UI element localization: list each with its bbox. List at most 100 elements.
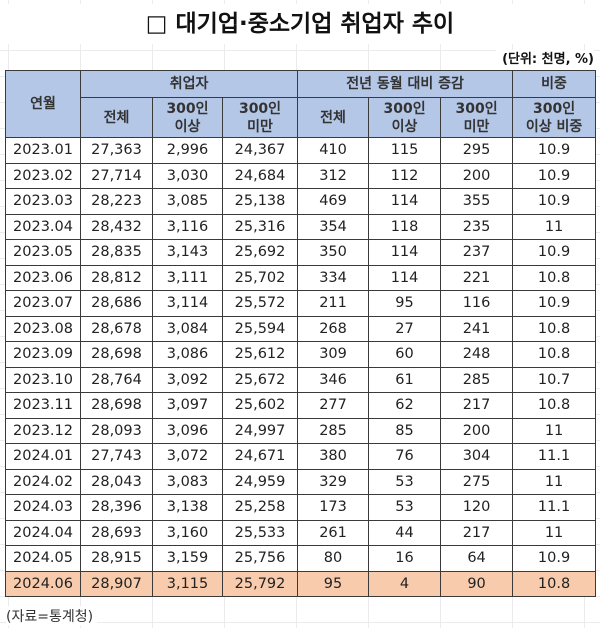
cell-chg-over300: 114 <box>368 188 442 215</box>
cell-total: 28,043 <box>80 468 153 495</box>
table-row: 2023.07 28,686 3,114 25,572 211 95 116 10.9 <box>5 290 597 317</box>
cell-chg-under300: 275 <box>440 468 514 495</box>
cell-under300: 25,258 <box>221 494 299 521</box>
header-chg-total: 전체 <box>297 97 370 138</box>
cell-under300: 24,959 <box>221 468 299 495</box>
cell-chg-total: 309 <box>297 341 370 368</box>
cell-chg-under300: 241 <box>440 315 514 342</box>
cell-over300: 2,996 <box>152 137 223 164</box>
table-row: 2023.08 28,678 3,084 25,594 268 27 241 10.8 <box>5 315 597 342</box>
cell-chg-under300: 304 <box>440 443 514 470</box>
cell-chg-over300: 85 <box>368 417 442 444</box>
cell-under300: 24,684 <box>221 162 299 189</box>
employment-table: 연월 취업자 전년 동월 대비 증감 비중 전체 300인 이상 300인 미만 전… <box>5 70 597 597</box>
unit-label: (단위: 천명, %) <box>496 50 594 70</box>
cell-chg-over300: 62 <box>368 392 442 419</box>
cell-share: 10.9 <box>512 188 597 215</box>
table-body: 2023.01 27,363 2,996 24,367 410 115 295 10.9 202… <box>5 137 597 597</box>
cell-total: 28,915 <box>80 545 153 572</box>
cell-over300: 3,143 <box>152 239 223 266</box>
cell-chg-over300: 115 <box>368 137 442 164</box>
cell-chg-over300: 95 <box>368 290 442 317</box>
table-row: 2023.03 28,223 3,085 25,138 469 114 355 10.9 <box>5 188 597 215</box>
cell-total: 28,812 <box>80 264 153 291</box>
source-note: (자료=통계청) <box>6 606 98 626</box>
cell-chg-over300: 53 <box>368 468 442 495</box>
header-group-change: 전년 동월 대비 증감 <box>297 70 514 98</box>
cell-over300: 3,072 <box>152 443 223 470</box>
header-month: 연월 <box>5 70 81 138</box>
cell-total: 28,907 <box>80 570 153 597</box>
cell-chg-total: 354 <box>297 213 370 240</box>
table-row: 2023.09 28,698 3,086 25,612 309 60 248 10.8 <box>5 341 597 368</box>
cell-chg-over300: 114 <box>368 239 442 266</box>
cell-chg-total: 346 <box>297 366 370 393</box>
cell-chg-total: 268 <box>297 315 370 342</box>
cell-month: 2023.05 <box>5 239 81 266</box>
cell-under300: 24,997 <box>221 417 299 444</box>
cell-month: 2023.09 <box>5 341 81 368</box>
cell-total: 28,698 <box>80 392 153 419</box>
cell-chg-total: 173 <box>297 494 370 521</box>
cell-month: 2023.08 <box>5 315 81 342</box>
table-row: 2024.01 27,743 3,072 24,671 380 76 304 11.1 <box>5 443 597 470</box>
cell-share: 10.8 <box>512 315 597 342</box>
cell-over300: 3,084 <box>152 315 223 342</box>
cell-month: 2023.07 <box>5 290 81 317</box>
cell-total: 28,678 <box>80 315 153 342</box>
header-group-employed: 취업자 <box>79 70 299 98</box>
cell-over300: 3,116 <box>152 213 223 240</box>
cell-month: 2023.02 <box>5 162 81 189</box>
table-row: 2023.06 28,812 3,111 25,702 334 114 221 10.8 <box>5 264 597 291</box>
cell-total: 28,223 <box>80 188 153 215</box>
cell-month: 2024.05 <box>5 545 81 572</box>
cell-under300: 25,594 <box>221 315 299 342</box>
table-row: 2023.11 28,698 3,097 25,602 277 62 217 10.8 <box>5 392 597 419</box>
cell-chg-under300: 237 <box>440 239 514 266</box>
cell-share: 10.8 <box>512 570 597 597</box>
cell-chg-over300: 118 <box>368 213 442 240</box>
cell-chg-under300: 120 <box>440 494 514 521</box>
table-row: 2023.01 27,363 2,996 24,367 410 115 295 10.9 <box>5 137 597 164</box>
cell-chg-under300: 64 <box>440 545 514 572</box>
table-row: 2023.10 28,764 3,092 25,672 346 61 285 10.7 <box>5 366 597 393</box>
cell-chg-under300: 285 <box>440 366 514 393</box>
cell-total: 27,714 <box>80 162 153 189</box>
cell-chg-under300: 217 <box>440 519 514 546</box>
cell-chg-total: 80 <box>297 545 370 572</box>
cell-month: 2023.04 <box>5 213 81 240</box>
header-total: 전체 <box>80 97 153 138</box>
cell-chg-total: 95 <box>297 570 370 597</box>
cell-over300: 3,097 <box>152 392 223 419</box>
cell-chg-total: 261 <box>297 519 370 546</box>
cell-total: 28,396 <box>80 494 153 521</box>
cell-chg-under300: 217 <box>440 392 514 419</box>
cell-under300: 25,533 <box>221 519 299 546</box>
cell-chg-over300: 4 <box>368 570 442 597</box>
cell-under300: 25,602 <box>221 392 299 419</box>
header-group-share: 비중 <box>512 70 597 98</box>
table-row: 2023.04 28,432 3,116 25,316 354 118 235 11 <box>5 213 597 240</box>
cell-over300: 3,092 <box>152 366 223 393</box>
table-row: 2023.05 28,835 3,143 25,692 350 114 237 10.9 <box>5 239 597 266</box>
cell-under300: 25,702 <box>221 264 299 291</box>
cell-share: 10.9 <box>512 290 597 317</box>
cell-under300: 24,367 <box>221 137 299 164</box>
cell-chg-total: 211 <box>297 290 370 317</box>
header-chg-under300: 300인 미만 <box>440 97 514 138</box>
cell-chg-under300: 295 <box>440 137 514 164</box>
cell-chg-over300: 60 <box>368 341 442 368</box>
cell-over300: 3,096 <box>152 417 223 444</box>
cell-chg-under300: 248 <box>440 341 514 368</box>
cell-chg-total: 312 <box>297 162 370 189</box>
cell-over300: 3,030 <box>152 162 223 189</box>
cell-share: 11 <box>512 468 597 495</box>
cell-chg-over300: 61 <box>368 366 442 393</box>
cell-chg-total: 277 <box>297 392 370 419</box>
cell-over300: 3,114 <box>152 290 223 317</box>
cell-chg-total: 350 <box>297 239 370 266</box>
cell-total: 28,432 <box>80 213 153 240</box>
cell-chg-over300: 76 <box>368 443 442 470</box>
table-row: 2024.03 28,396 3,138 25,258 173 53 120 11.1 <box>5 494 597 521</box>
cell-chg-over300: 27 <box>368 315 442 342</box>
